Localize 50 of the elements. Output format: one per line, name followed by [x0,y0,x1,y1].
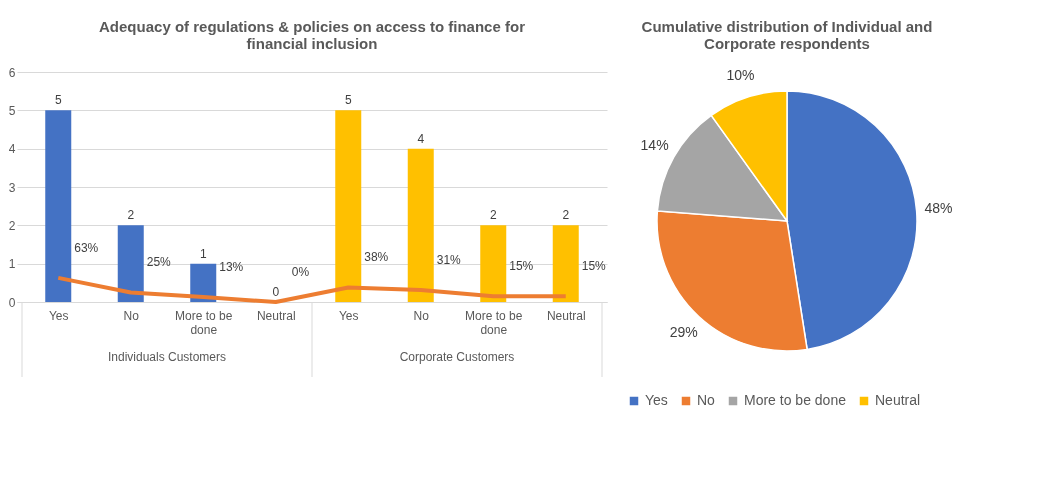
x-tick-label: Neutral [256,308,296,323]
data-label: 4 [417,131,425,146]
bar [407,148,434,302]
bar [480,225,507,302]
data-label: 2 [562,208,570,223]
legend-label: No [697,392,716,408]
data-label: 15% [509,259,534,274]
y-tick-label: 4 [8,142,16,157]
data-label: 63% [74,240,99,255]
data-label: 48% [924,200,953,217]
x-tick-label: Yes [338,308,359,323]
y-tick-label: 2 [8,218,16,233]
text: Individuals Customers [107,350,227,364]
x-tick-label: More to be done [175,308,233,337]
data-label: 2 [127,208,135,223]
data-label: 5 [54,93,62,108]
data-label: 5 [344,93,352,108]
y-tick-label: 5 [8,103,16,118]
data-label: 10% [726,67,755,84]
bar [117,225,144,302]
y-tick-label: 1 [8,257,16,272]
bar [552,225,579,302]
y-tick-label: 0 [8,295,16,310]
x-tick-label: More to be done [465,308,523,337]
x-tick-label: No [123,308,140,323]
chart-title: Cumulative distribution of Individual and Corporate respondents [641,18,933,52]
legend-label: More to be done [744,392,847,408]
data-label: 0 [272,285,280,299]
y-tick-label: 6 [8,65,16,80]
data-label: 15% [581,259,607,274]
line-series [56,275,568,304]
x-tick-label: Neutral [546,308,586,323]
data-label: 1 [199,246,207,261]
text: Corporate Customers [399,350,515,364]
x-tick-label: No [413,308,430,323]
legend-label: Yes [645,392,668,408]
y-tick-label: 3 [8,180,16,195]
data-label: 29% [669,323,698,340]
data-label: 14% [640,137,669,154]
chart-title: Adequacy of regulations & policies on access to finance for financial inclusion [99,18,526,52]
data-label: 25% [146,255,172,270]
x-tick-label: Yes [48,308,69,323]
data-label: 2 [489,208,497,223]
data-label: 38% [364,250,389,265]
data-label: 13% [219,260,244,275]
data-label: 31% [436,253,462,268]
data-label: 0% [291,265,310,279]
legend-label: Neutral [875,392,921,408]
bar [335,110,362,302]
bar [45,110,72,302]
